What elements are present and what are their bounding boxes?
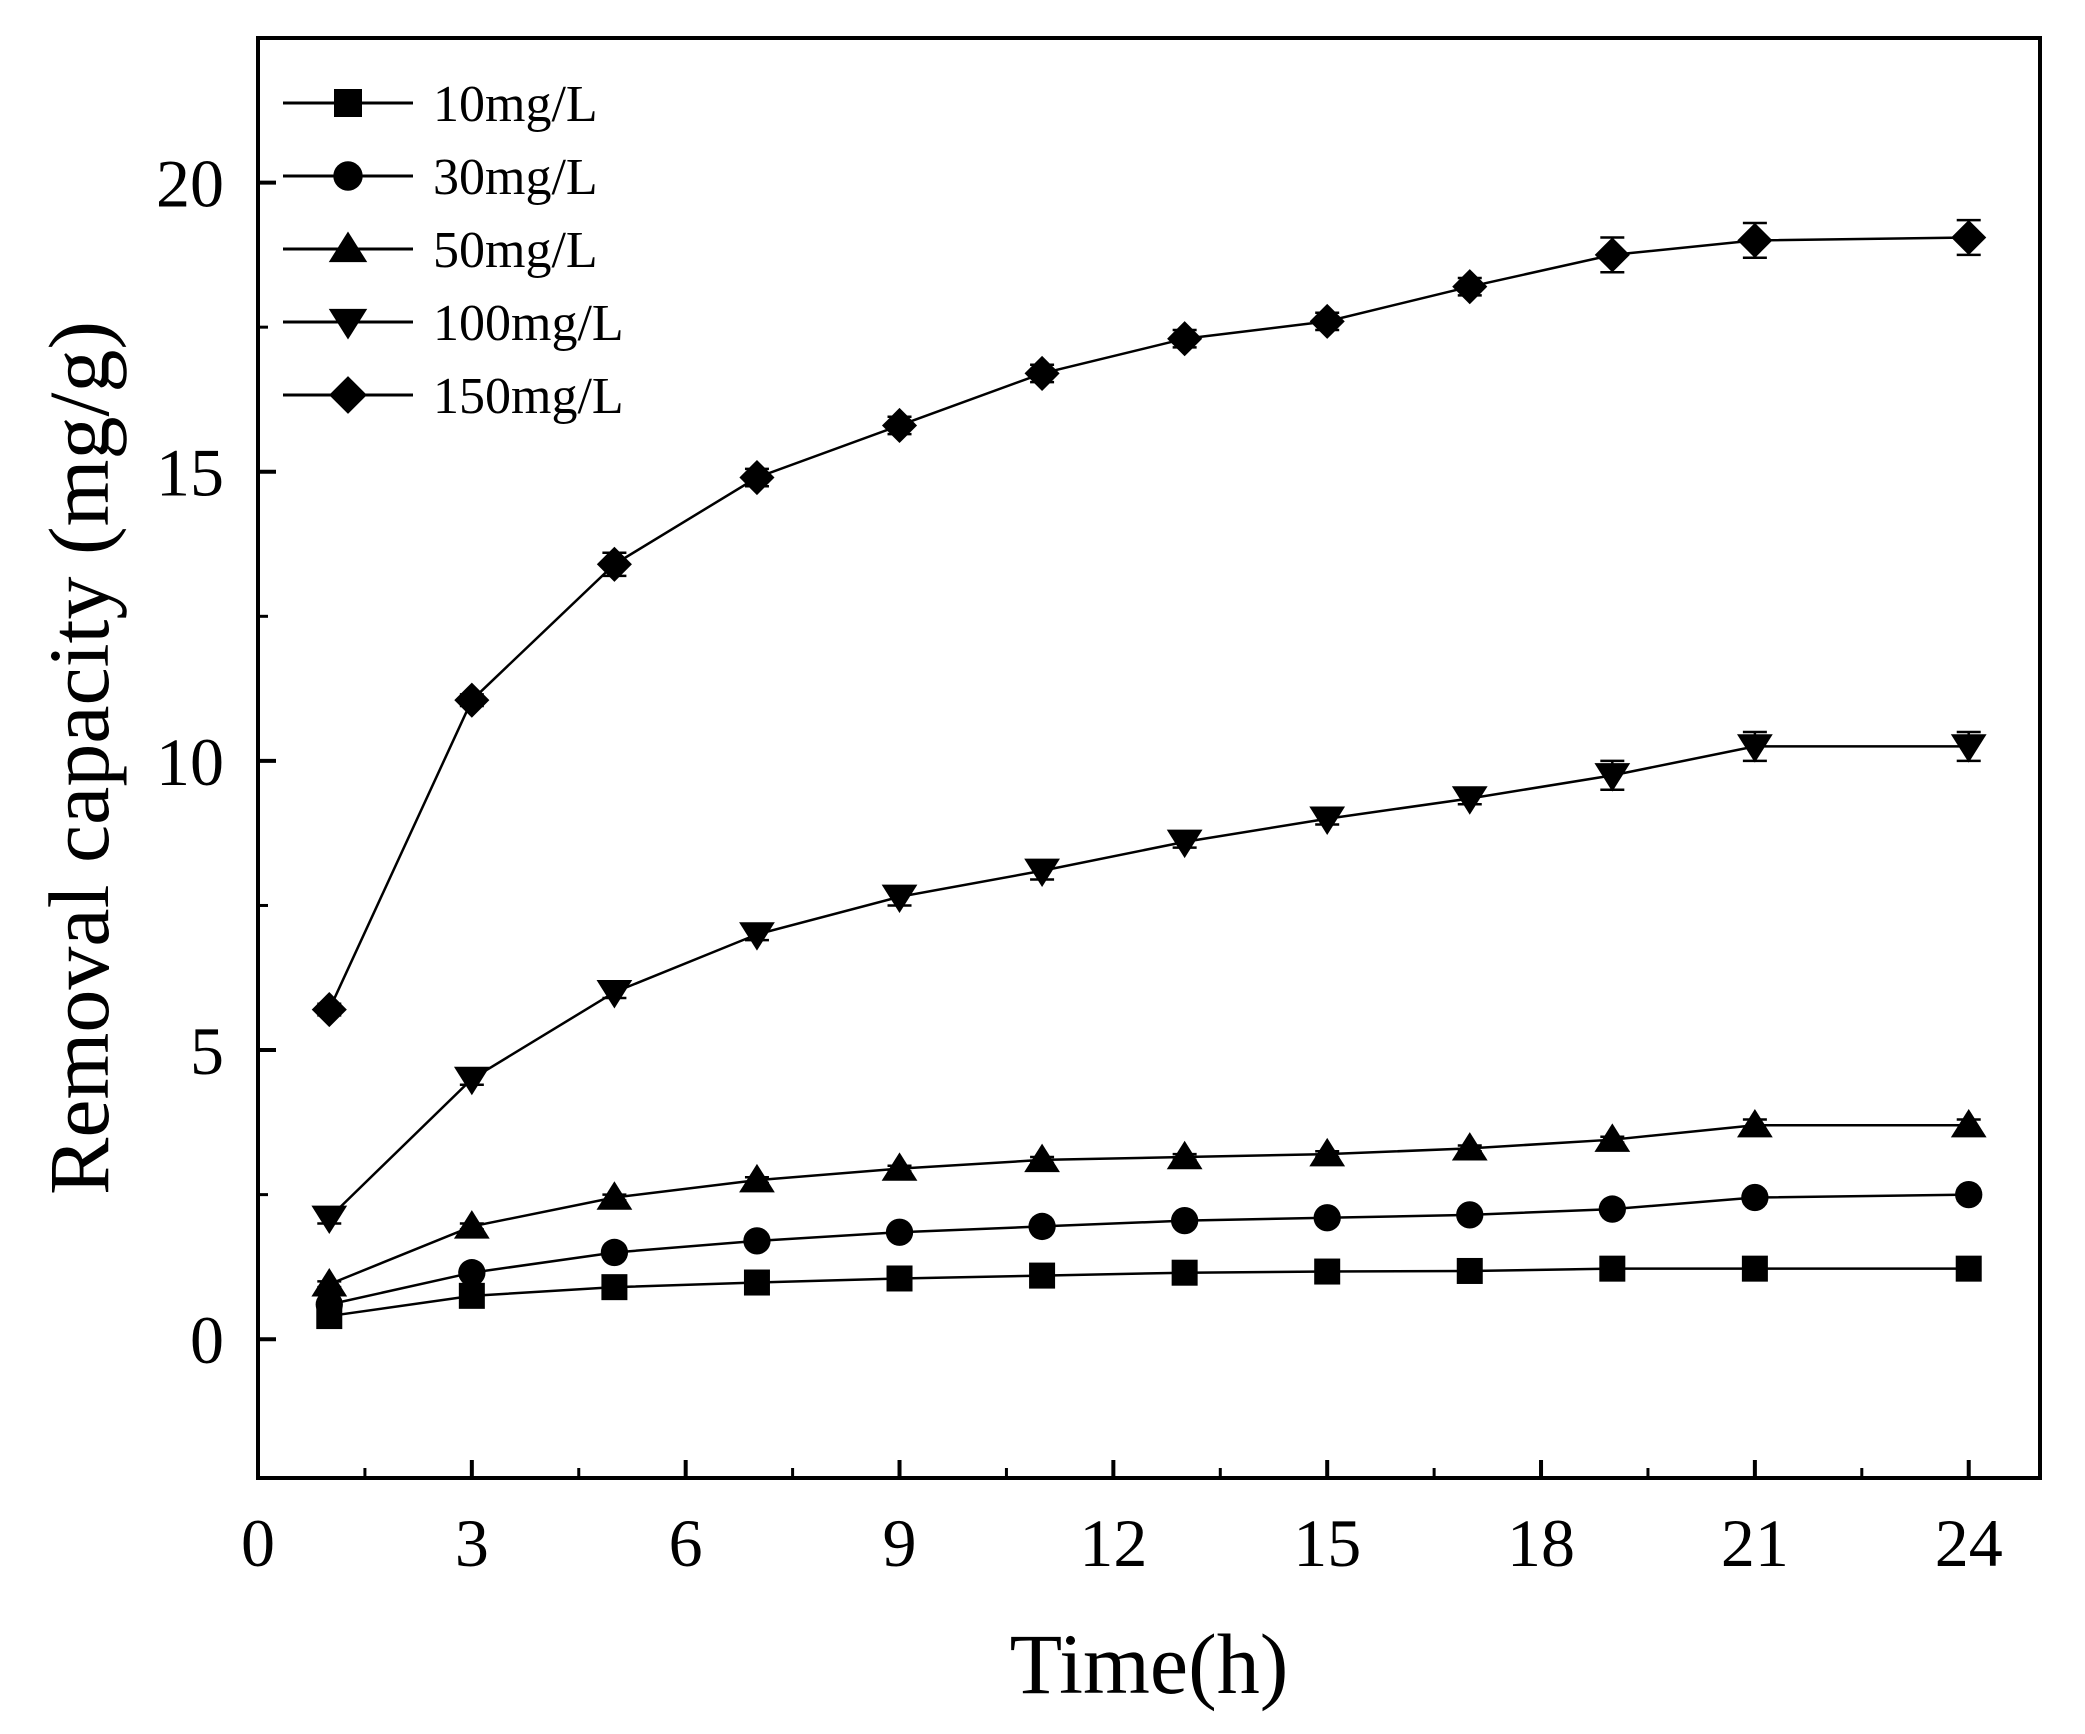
data-point bbox=[311, 1268, 348, 1297]
data-point bbox=[1309, 303, 1345, 339]
data-point bbox=[1171, 1259, 1198, 1286]
legend-label: 10mg/L bbox=[433, 76, 598, 133]
data-point bbox=[739, 459, 775, 496]
data-point bbox=[311, 992, 347, 1028]
data-point bbox=[1955, 1255, 1982, 1282]
legend-marker bbox=[329, 376, 367, 414]
x-tick-label: 21 bbox=[1721, 1505, 1789, 1581]
data-point bbox=[453, 1066, 490, 1096]
data-point bbox=[1314, 1258, 1341, 1285]
data-point bbox=[453, 1210, 490, 1239]
data-point bbox=[1737, 1108, 1773, 1138]
data-point bbox=[881, 1152, 918, 1181]
x-tick-label: 12 bbox=[1079, 1505, 1147, 1581]
y-tick-label: 20 bbox=[156, 146, 224, 222]
data-point bbox=[1024, 1143, 1060, 1173]
data-point bbox=[1598, 1195, 1626, 1223]
data-point bbox=[458, 1282, 485, 1309]
y-tick-label: 10 bbox=[156, 724, 224, 800]
series-line bbox=[329, 1267, 1969, 1318]
data-point bbox=[1741, 1255, 1768, 1282]
x-axis-title: Time(h) bbox=[1010, 1616, 1289, 1712]
data-point bbox=[311, 1205, 348, 1235]
data-point bbox=[1951, 219, 1987, 256]
data-point bbox=[1309, 1137, 1346, 1167]
x-tick-label: 3 bbox=[455, 1505, 489, 1581]
data-point bbox=[1170, 1207, 1199, 1235]
x-tick-label: 9 bbox=[883, 1505, 917, 1581]
data-point bbox=[1737, 734, 1773, 763]
series-line bbox=[329, 1193, 1969, 1306]
data-point bbox=[600, 1238, 629, 1267]
data-point bbox=[1950, 1108, 1987, 1138]
data-point bbox=[1024, 355, 1060, 391]
data-point bbox=[315, 1290, 343, 1319]
legend-label: 150mg/L bbox=[433, 368, 624, 425]
data-point bbox=[1594, 763, 1631, 792]
data-point bbox=[454, 682, 490, 718]
data-point bbox=[881, 884, 918, 914]
y-tick-label: 15 bbox=[156, 435, 224, 511]
x-tick-label: 18 bbox=[1507, 1505, 1575, 1581]
legend-marker bbox=[334, 89, 362, 117]
data-point bbox=[885, 1218, 914, 1246]
data-point bbox=[1599, 1255, 1626, 1282]
data-point bbox=[743, 1227, 771, 1255]
data-point bbox=[1452, 269, 1488, 305]
data-point bbox=[886, 1265, 913, 1292]
legend-marker bbox=[328, 231, 368, 263]
y-axis-title: Removal capacity (mg/g) bbox=[31, 321, 127, 1195]
legend-label: 30mg/L bbox=[433, 149, 598, 206]
data-point bbox=[1024, 858, 1060, 888]
data-point bbox=[596, 546, 632, 582]
data-point bbox=[1029, 1262, 1056, 1289]
x-tick-label: 15 bbox=[1293, 1505, 1361, 1581]
y-tick-label: 0 bbox=[190, 1302, 224, 1378]
data-point bbox=[1451, 786, 1488, 815]
series-line bbox=[328, 745, 1969, 1219]
data-point bbox=[1456, 1257, 1483, 1284]
legend-marker bbox=[328, 308, 368, 340]
plot-frame bbox=[256, 36, 2042, 1480]
data-point bbox=[1451, 1132, 1488, 1161]
x-tick-label: 6 bbox=[669, 1505, 703, 1581]
data-point bbox=[458, 1259, 486, 1287]
data-point bbox=[1167, 321, 1203, 357]
data-point bbox=[1594, 237, 1630, 273]
data-point bbox=[739, 1163, 775, 1193]
data-point bbox=[1737, 222, 1773, 258]
x-tick-label: 0 bbox=[241, 1505, 275, 1581]
data-point bbox=[1166, 1140, 1203, 1170]
y-tick-label: 5 bbox=[190, 1013, 224, 1089]
data-point bbox=[1950, 734, 1987, 763]
legend-label: 100mg/L bbox=[433, 295, 624, 352]
data-point bbox=[1741, 1183, 1769, 1212]
series-line bbox=[328, 1123, 1969, 1286]
data-point bbox=[1166, 829, 1203, 859]
data-point bbox=[1028, 1212, 1056, 1241]
data-point bbox=[1456, 1201, 1484, 1229]
data-point bbox=[596, 980, 633, 1009]
data-point bbox=[1955, 1180, 1983, 1209]
data-point bbox=[1594, 1123, 1631, 1152]
legend-label: 50mg/L bbox=[433, 222, 598, 279]
data-point bbox=[1313, 1204, 1341, 1232]
data-point bbox=[1309, 806, 1346, 835]
data-point bbox=[601, 1274, 628, 1301]
data-point bbox=[739, 922, 775, 951]
data-point bbox=[743, 1269, 770, 1296]
x-tick-label: 24 bbox=[1935, 1505, 2003, 1581]
legend-marker bbox=[333, 161, 363, 191]
series-line bbox=[328, 236, 1969, 1011]
data-point bbox=[596, 1181, 633, 1210]
data-point bbox=[881, 407, 918, 444]
